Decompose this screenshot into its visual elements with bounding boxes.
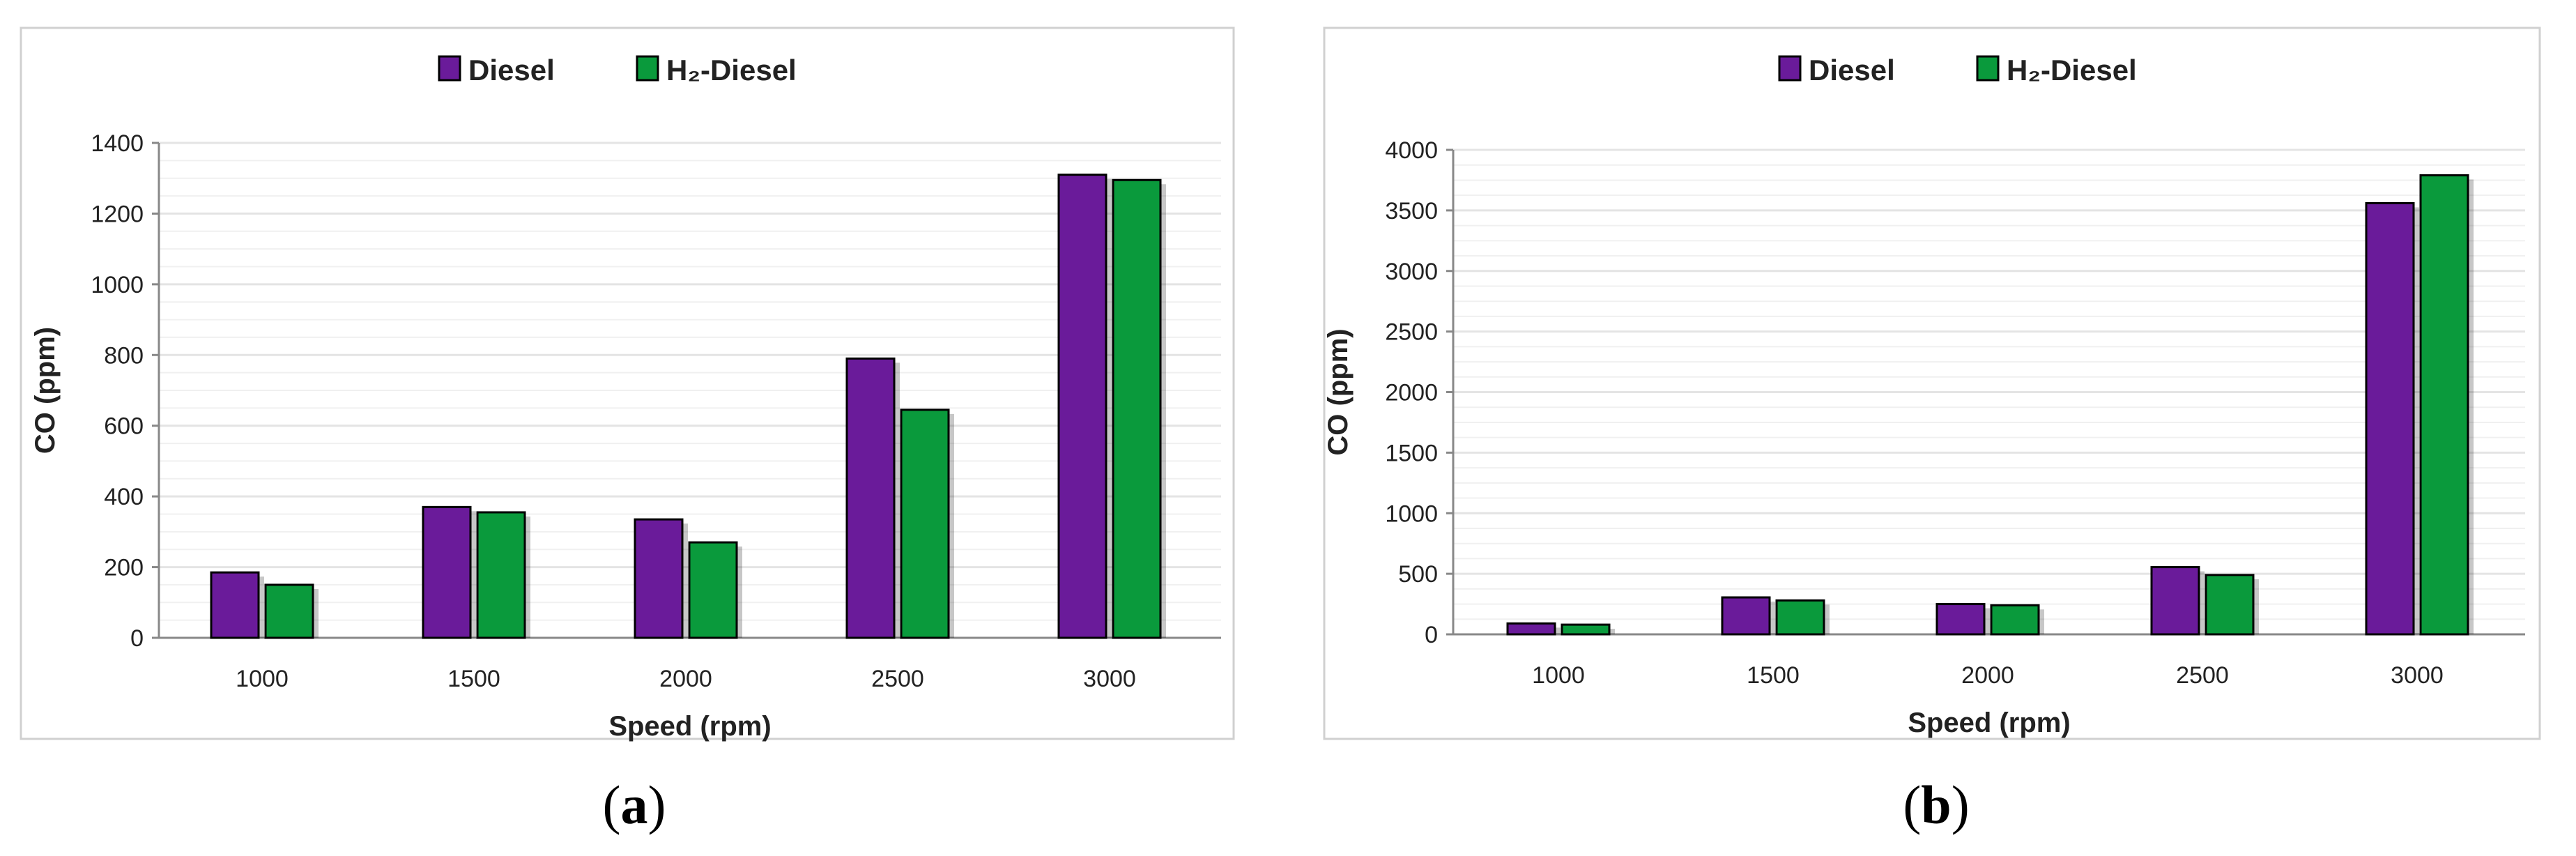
legend-label-h2-diesel-b: H₂-Diesel <box>2007 54 2137 86</box>
y-tick-label-b: 3000 <box>1385 259 1438 285</box>
bar-chart-b: 0 500 1000 1500 2000 2500 3000 3500 4000 1000 1500… <box>1323 26 2541 740</box>
chart-panel-b: 0 500 1000 1500 2000 2500 3000 3500 4000 1000 1500… <box>1288 0 2576 856</box>
x-tick-label-a: 3000 <box>1083 666 1136 692</box>
bar-diesel-1000-a <box>210 571 260 639</box>
bar-diesel-1500-b <box>1721 596 1771 636</box>
x-axis-title-b: Speed (rpm) <box>1908 708 2070 738</box>
y-tick-label-b: 0 <box>1425 622 1438 648</box>
bar-diesel-2500-a <box>845 357 896 639</box>
panel-label-a: a <box>620 774 648 835</box>
bar-h2-diesel-3000-a <box>1112 178 1162 639</box>
y-tick-label-a: 0 <box>130 625 144 652</box>
bar-h2-diesel-2000-b <box>1990 604 2040 636</box>
legend-label-h2-diesel-a: H₂-Diesel <box>666 54 797 86</box>
x-tick-label-b: 1500 <box>1747 662 1800 689</box>
panel-caption-b: (b) <box>1903 774 1970 835</box>
x-axis-title-a: Speed (rpm) <box>608 711 771 742</box>
y-tick-label-b: 4000 <box>1385 137 1438 164</box>
y-tick-label-a: 1400 <box>91 130 144 157</box>
bar-diesel-1500-a <box>422 505 472 639</box>
y-tick-label-b: 2500 <box>1385 319 1438 346</box>
bar-h2-diesel-1500-a <box>476 511 526 639</box>
y-tick-label-b: 3500 <box>1385 198 1438 224</box>
x-tick-label-a: 1500 <box>447 666 500 692</box>
legend-label-diesel-b: Diesel <box>1809 54 1895 86</box>
chart-frame-b <box>1323 26 2541 740</box>
legend-swatch-diesel-a <box>438 55 461 82</box>
y-tick-label-b: 500 <box>1398 561 1438 588</box>
bar-chart-a: 0 200 400 600 800 1000 1200 1400 1000 1500 2000 250… <box>20 26 1235 742</box>
bar-h2-diesel-1000-a <box>264 583 314 639</box>
x-tick-label-b: 3000 <box>2391 662 2444 689</box>
bar-h2-diesel-1500-b <box>1775 599 1825 636</box>
y-tick-label-a: 400 <box>104 484 144 510</box>
y-tick-label-a: 800 <box>104 342 144 369</box>
panel-label-b: b <box>1921 774 1952 835</box>
legend-swatch-h2-diesel-a <box>636 55 659 82</box>
legend-swatch-h2-diesel-b <box>1976 55 2000 82</box>
x-tick-label-b: 1000 <box>1532 662 1585 689</box>
bar-diesel-1000-b <box>1506 622 1556 636</box>
x-tick-label-b: 2500 <box>2176 662 2229 689</box>
legend-swatch-diesel-b <box>1778 55 1802 82</box>
x-tick-label-a: 1000 <box>236 666 289 692</box>
bar-h2-diesel-3000-b <box>2419 174 2469 636</box>
y-tick-label-b: 1500 <box>1385 440 1438 466</box>
y-tick-label-a: 1000 <box>91 272 144 298</box>
x-tick-label-a: 2000 <box>659 666 712 692</box>
bar-diesel-3000-a <box>1057 174 1107 639</box>
bar-h2-diesel-2000-a <box>688 541 738 639</box>
bar-diesel-2500-b <box>2150 566 2200 636</box>
bar-h2-diesel-1000-b <box>1561 623 1611 636</box>
chart-panel-a: 0 200 400 600 800 1000 1200 1400 1000 1500 2000 250… <box>20 26 1235 835</box>
chart-frame-a <box>20 26 1235 740</box>
y-axis-title-a: CO (ppm) <box>30 327 61 454</box>
x-tick-label-b: 2000 <box>1961 662 2014 689</box>
y-tick-label-a: 1200 <box>91 201 144 227</box>
y-tick-label-b: 1000 <box>1385 500 1438 527</box>
panel-caption-a: (a) <box>602 774 666 835</box>
y-tick-label-a: 200 <box>104 555 144 581</box>
x-tick-label-a: 2500 <box>871 666 924 692</box>
bar-h2-diesel-2500-b <box>2205 574 2255 636</box>
bar-h2-diesel-2500-a <box>900 408 950 639</box>
y-tick-label-a: 600 <box>104 413 144 440</box>
bar-diesel-3000-b <box>2365 201 2415 636</box>
legend-label-diesel-a: Diesel <box>468 54 555 86</box>
bar-diesel-2000-b <box>1935 603 1986 636</box>
bar-diesel-2000-a <box>634 518 684 639</box>
y-axis-title-b: CO (ppm) <box>1323 328 1354 455</box>
y-tick-label-b: 2000 <box>1385 380 1438 406</box>
